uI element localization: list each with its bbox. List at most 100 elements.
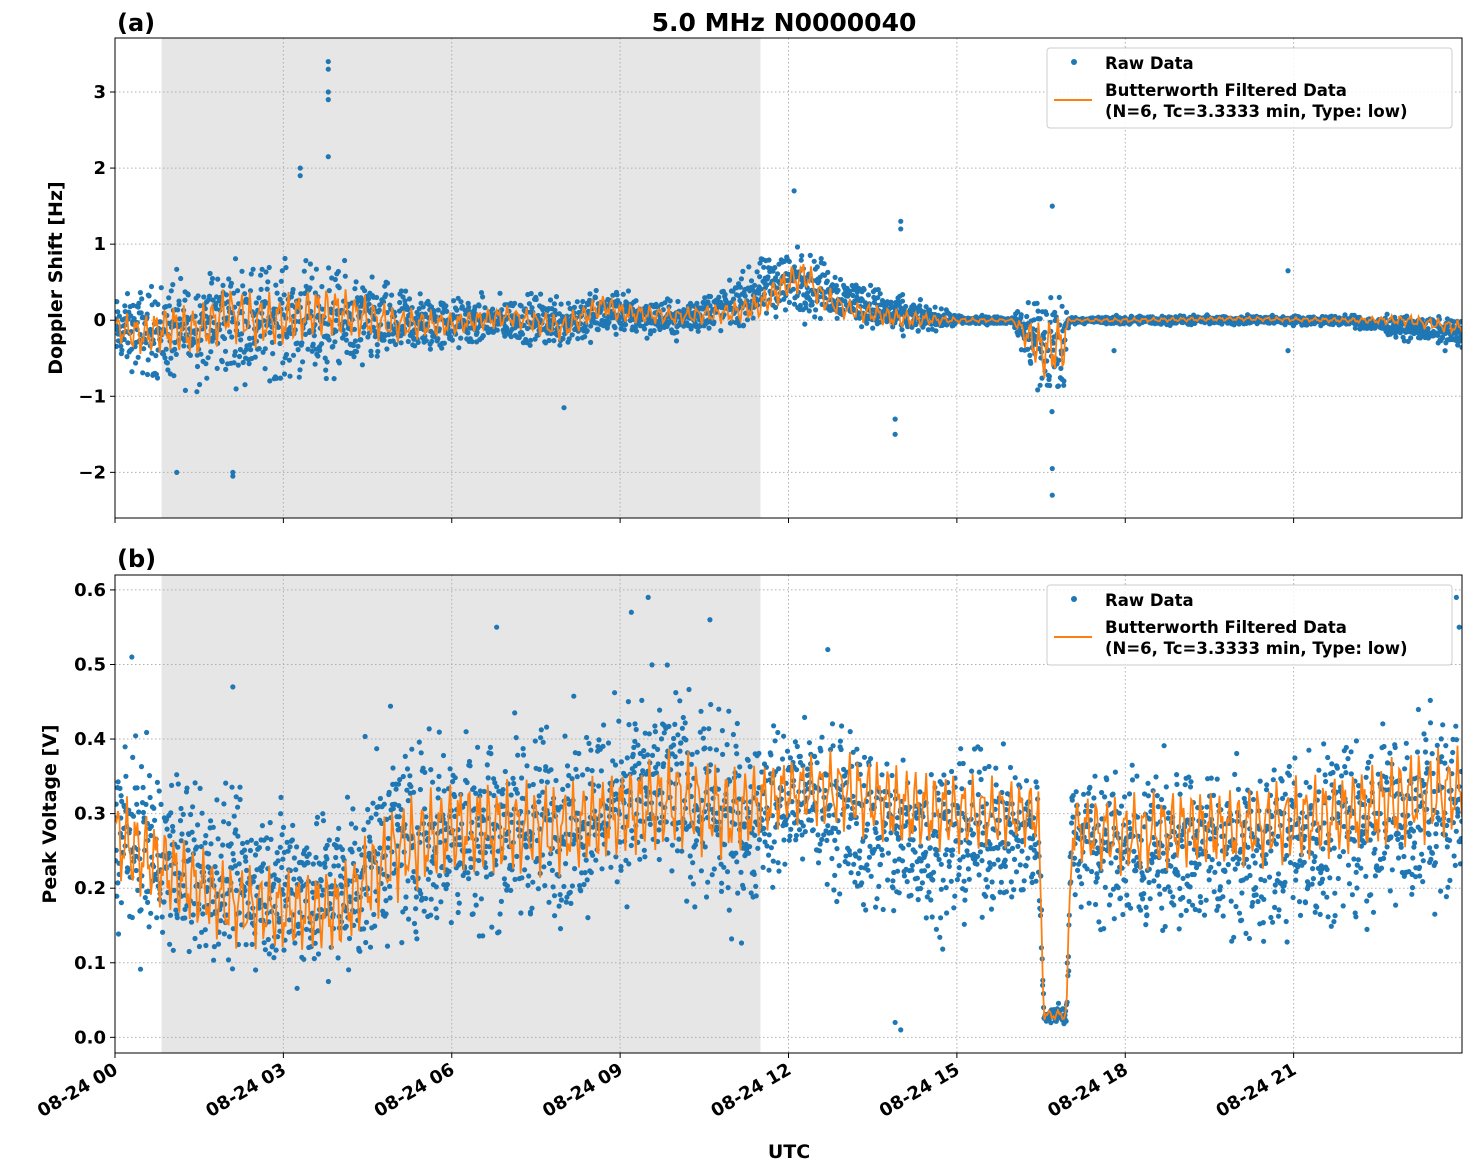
raw-data-point	[376, 307, 382, 313]
raw-data-point	[137, 290, 143, 296]
raw-data-point	[427, 346, 433, 352]
raw-data-point	[294, 340, 301, 346]
raw-data-point	[411, 920, 418, 927]
raw-data-point	[301, 956, 307, 962]
raw-data-point	[870, 325, 876, 331]
raw-data-point	[307, 285, 313, 291]
raw-data-point	[231, 290, 237, 296]
raw-data-point	[200, 911, 206, 917]
raw-data-point	[280, 856, 286, 862]
raw-data-point	[1404, 313, 1410, 319]
raw-data-point	[374, 342, 380, 348]
raw-data-point	[503, 316, 509, 322]
raw-data-point	[828, 830, 835, 836]
raw-data-point	[584, 766, 591, 772]
raw-data-point	[178, 275, 184, 282]
raw-data-point	[742, 293, 748, 299]
raw-data-point	[620, 291, 626, 297]
raw-data-point	[313, 854, 319, 861]
raw-data-point	[645, 752, 651, 758]
raw-data-point	[287, 844, 293, 850]
raw-data-point	[154, 779, 160, 786]
raw-data-point	[423, 338, 429, 344]
raw-data-point	[294, 844, 300, 850]
raw-data-point	[170, 823, 176, 830]
raw-data-point	[231, 857, 237, 863]
raw-data-point	[192, 935, 198, 942]
raw-data-point	[439, 345, 445, 351]
raw-data-point	[362, 733, 368, 740]
raw-data-point	[343, 331, 349, 337]
raw-data-point	[730, 731, 737, 738]
raw-data-point	[529, 905, 535, 911]
raw-data-point	[252, 311, 258, 317]
raw-data-point	[189, 829, 195, 835]
raw-data-point	[1058, 365, 1064, 371]
raw-data-point	[1048, 295, 1054, 301]
raw-data-point	[633, 726, 639, 733]
raw-data-point	[672, 754, 678, 760]
raw-data-point	[641, 748, 647, 754]
raw-data-point	[138, 907, 144, 913]
raw-data-point	[319, 892, 325, 898]
raw-data-point	[719, 880, 725, 886]
raw-data-point	[211, 957, 217, 963]
raw-data-point	[707, 293, 714, 300]
raw-data-point	[324, 842, 330, 848]
raw-data-point	[320, 818, 327, 824]
raw-data-point	[726, 907, 732, 913]
raw-data-point	[1025, 346, 1031, 352]
raw-data-point	[225, 957, 232, 963]
raw-data-point	[208, 841, 214, 847]
raw-data-point	[259, 823, 265, 829]
raw-data-point	[1425, 326, 1431, 332]
raw-data-point	[913, 321, 919, 328]
raw-data-point	[542, 883, 548, 889]
raw-data-point	[561, 883, 567, 890]
raw-data-point	[248, 271, 254, 277]
raw-data-point	[490, 306, 496, 312]
raw-data-point	[418, 750, 424, 756]
raw-data-point	[782, 861, 788, 867]
raw-data-point	[1111, 348, 1117, 354]
raw-data-point	[235, 362, 241, 368]
raw-data-point	[601, 722, 607, 728]
raw-data-point	[641, 326, 648, 332]
raw-data-point	[399, 306, 405, 312]
raw-data-point	[313, 266, 319, 272]
raw-data-point	[130, 813, 137, 819]
raw-data-point	[440, 752, 447, 759]
raw-data-point	[297, 367, 303, 373]
raw-data-point	[171, 373, 177, 379]
raw-data-point	[571, 693, 577, 699]
raw-data-point	[441, 788, 447, 794]
raw-data-point	[684, 898, 690, 904]
raw-data-point	[365, 334, 371, 340]
raw-data-point	[548, 330, 554, 337]
raw-data-point	[829, 855, 835, 862]
raw-data-point	[267, 330, 273, 336]
raw-data-point	[218, 853, 224, 859]
raw-data-point	[766, 257, 772, 263]
raw-data-point	[757, 260, 763, 266]
raw-data-point	[247, 847, 253, 854]
raw-data-point	[1061, 378, 1067, 384]
raw-data-point	[368, 815, 374, 821]
raw-data-point	[175, 781, 181, 787]
raw-data-point	[290, 286, 296, 293]
raw-data-point	[598, 768, 605, 774]
raw-data-point	[325, 58, 331, 65]
raw-data-point	[141, 346, 147, 352]
raw-data-point	[875, 295, 881, 301]
raw-data-point	[165, 367, 171, 373]
raw-data-point	[194, 363, 201, 370]
raw-data-point	[737, 764, 743, 770]
raw-data-point	[366, 296, 372, 302]
raw-data-point	[1056, 294, 1062, 300]
raw-data-point	[185, 292, 191, 298]
raw-data-point	[711, 319, 717, 325]
raw-data-point	[406, 296, 413, 302]
raw-data-point	[487, 744, 493, 751]
raw-data-point	[268, 836, 274, 843]
